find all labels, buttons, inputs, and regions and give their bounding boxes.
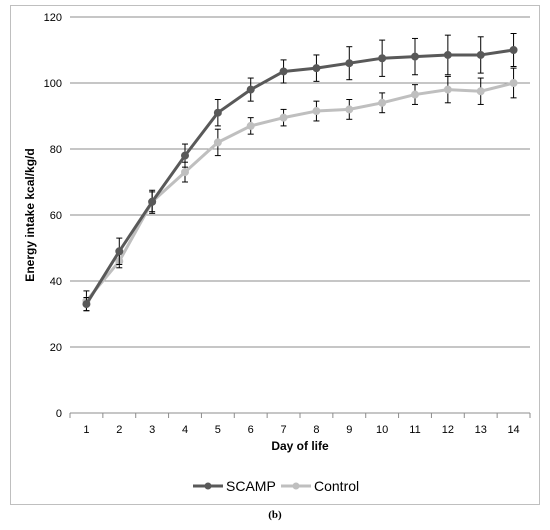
data-point (181, 168, 189, 177)
x-tick-label: 12 (442, 424, 454, 436)
x-tick-label: 9 (346, 424, 352, 436)
data-point (82, 300, 91, 309)
x-tick-label: 11 (409, 424, 420, 436)
y-tick-label: 80 (50, 144, 62, 156)
data-point (181, 151, 189, 160)
x-tick-label: 7 (281, 424, 287, 436)
y-tick-label: 0 (56, 408, 62, 420)
legend-label: SCAMP (226, 478, 276, 494)
data-point (279, 113, 288, 122)
x-tick-label: 4 (182, 424, 188, 436)
legend-swatch-marker (292, 482, 300, 490)
series-line (85, 81, 514, 302)
data-point (148, 197, 157, 206)
data-point (279, 67, 288, 76)
x-tick-label: 6 (248, 424, 254, 436)
x-tick-label: 13 (475, 424, 487, 436)
chart-frame (10, 5, 540, 505)
data-point (312, 107, 321, 116)
series-layer (82, 33, 518, 312)
legend-item-control: Control (281, 478, 359, 494)
data-point (213, 138, 222, 147)
data-point (378, 98, 387, 107)
x-tick-label: 8 (313, 424, 319, 436)
data-point (345, 59, 354, 68)
y-tick-label: 120 (44, 12, 62, 24)
figure-caption: (b) (268, 509, 282, 521)
gridlines (70, 16, 530, 348)
data-point (509, 79, 518, 87)
x-tick-label: 2 (116, 424, 122, 436)
y-tick-label: 100 (44, 78, 62, 90)
legend: SCAMP Control (193, 478, 359, 494)
data-point (246, 121, 255, 130)
series-line (85, 48, 514, 305)
data-point (115, 247, 124, 256)
data-point (345, 105, 354, 114)
x-tick-label: 3 (149, 424, 155, 436)
y-tick-label: 20 (50, 342, 62, 354)
legend-item-scamp: SCAMP (193, 478, 276, 494)
data-point (378, 54, 387, 63)
legend-label: Control (314, 478, 359, 494)
data-point (213, 108, 222, 117)
data-point (509, 46, 518, 54)
data-point (312, 64, 321, 73)
y-tick-label: 40 (50, 276, 62, 288)
x-tick-label: 10 (376, 424, 388, 436)
data-point (246, 85, 255, 94)
y-tick-label: 60 (50, 210, 62, 222)
data-point (411, 52, 419, 61)
data-point (476, 50, 485, 59)
series-scamp (82, 33, 518, 312)
data-point (411, 90, 419, 99)
x-tick-label: 14 (507, 424, 519, 436)
data-point (443, 50, 452, 59)
data-point (476, 87, 485, 96)
y-axis-label: Energy intake kcal/kg/d (23, 148, 37, 281)
data-point (443, 85, 452, 94)
x-tick-label: 5 (215, 424, 221, 436)
legend-swatch-marker (204, 482, 212, 490)
series-control (82, 67, 518, 312)
x-tick-label: 1 (83, 424, 89, 436)
x-axis-label: Day of life (271, 439, 329, 453)
